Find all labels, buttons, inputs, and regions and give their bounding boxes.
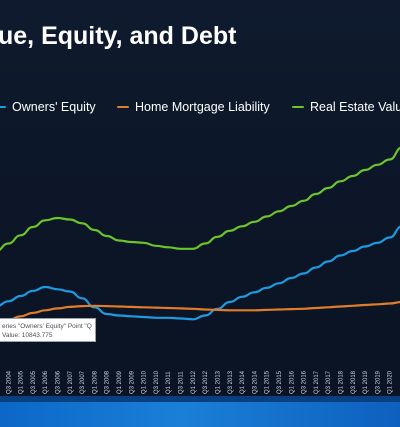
x-tick-label: Q3 2010 xyxy=(154,370,160,394)
x-tick-label: Q3 2013 xyxy=(228,370,234,394)
x-tick-label: Q3 2015 xyxy=(277,370,283,394)
legend-item-real-estate-value[interactable]: Real Estate Valu xyxy=(292,100,400,114)
x-tick-label: Q1 2016 xyxy=(289,370,295,394)
chart-legend: Owners' Equity Home Mortgage Liability R… xyxy=(0,100,400,120)
x-tick-label: Q1 2020 xyxy=(388,370,394,394)
x-tick-label: Q1 2008 xyxy=(92,370,98,394)
footer-band xyxy=(0,396,400,427)
series-layer xyxy=(0,146,400,325)
x-tick-label: Q3 2008 xyxy=(105,370,111,394)
x-tick-label: Q3 2014 xyxy=(252,370,258,394)
legend-swatch-home-mortgage-liability xyxy=(117,106,129,108)
x-tick-label: Q3 2016 xyxy=(302,370,308,394)
x-tick-label: Q3 2004 xyxy=(6,370,12,394)
legend-label-real-estate-value: Real Estate Valu xyxy=(310,100,400,114)
x-tick-label: Q1 2010 xyxy=(142,370,148,394)
legend-label-home-mortgage-liability: Home Mortgage Liability xyxy=(135,100,270,114)
tooltip-series-text: eries "Owners' Equity" Point "Q4" xyxy=(2,323,92,330)
chart-title: ue, Equity, and Debt xyxy=(0,22,237,50)
x-tick-label: Q3 2017 xyxy=(326,370,332,394)
tooltip-value-text: Value: 10843.775 xyxy=(2,332,53,339)
x-tick-label: Q3 2018 xyxy=(351,370,357,394)
x-tick-label: Q3 2012 xyxy=(203,370,209,394)
data-point-tooltip: eries "Owners' Equity" Point "Q4" Value:… xyxy=(0,318,96,342)
x-tick-label: Q1 2011 xyxy=(166,371,172,394)
x-tick-label: Q1 2015 xyxy=(265,370,271,394)
x-tick-label: Q3 2009 xyxy=(129,370,135,394)
x-tick-label: Q1 2007 xyxy=(68,370,74,394)
legend-swatch-owners-equity xyxy=(0,106,6,108)
series-line-real-estate-valu[interactable] xyxy=(0,146,400,252)
x-tick-label: Q1 2014 xyxy=(240,370,246,394)
series-line-owners-equity[interactable] xyxy=(0,225,400,321)
x-tick-label: Q1 2013 xyxy=(216,370,222,394)
x-tick-label: Q1 2005 xyxy=(19,370,25,394)
x-tick-label: Q3 2005 xyxy=(31,370,37,394)
x-tick-label: Q3 2011 xyxy=(179,371,185,394)
x-tick-label: Q1 2019 xyxy=(363,370,369,394)
legend-item-owners-equity[interactable]: Owners' Equity xyxy=(0,100,96,114)
footer-band-edge xyxy=(0,396,400,402)
x-tick-label: Q1 2012 xyxy=(191,370,197,394)
legend-swatch-real-estate-value xyxy=(292,106,304,108)
x-tick-label: Q3 2007 xyxy=(80,370,86,394)
legend-item-home-mortgage-liability[interactable]: Home Mortgage Liability xyxy=(117,100,270,114)
x-tick-label: Q3 2019 xyxy=(375,370,381,394)
x-tick-label: Q1 2006 xyxy=(43,370,49,394)
legend-label-owners-equity: Owners' Equity xyxy=(12,100,96,114)
series-line-home-mortgage-liability[interactable] xyxy=(0,300,400,325)
x-tick-label: Q1 2009 xyxy=(117,370,123,394)
x-tick-label: Q3 2006 xyxy=(56,370,62,394)
x-tick-label: Q1 2017 xyxy=(314,370,320,394)
x-tick-label: Q1 2018 xyxy=(339,370,345,394)
